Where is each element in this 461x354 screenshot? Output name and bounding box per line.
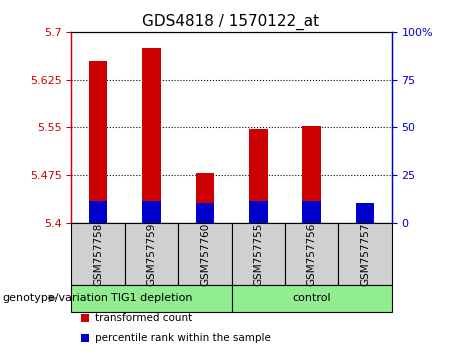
- Text: GSM757760: GSM757760: [200, 222, 210, 286]
- Text: transformed count: transformed count: [95, 313, 192, 323]
- Bar: [249, 129, 268, 223]
- Bar: [356, 202, 374, 223]
- Bar: [302, 126, 321, 223]
- Bar: [142, 201, 161, 223]
- Text: percentile rank within the sample: percentile rank within the sample: [95, 333, 271, 343]
- Text: control: control: [292, 293, 331, 303]
- Text: GSM757759: GSM757759: [147, 222, 157, 286]
- Bar: [89, 61, 107, 223]
- Bar: [249, 201, 268, 223]
- Text: GSM757758: GSM757758: [93, 222, 103, 286]
- Bar: [356, 213, 374, 223]
- Text: GDS4818 / 1570122_at: GDS4818 / 1570122_at: [142, 14, 319, 30]
- Text: GSM757755: GSM757755: [254, 222, 263, 286]
- Bar: [195, 173, 214, 223]
- Bar: [89, 201, 107, 223]
- Bar: [195, 202, 214, 223]
- Bar: [142, 48, 161, 223]
- Text: genotype/variation: genotype/variation: [2, 293, 108, 303]
- Bar: [302, 201, 321, 223]
- Text: TIG1 depletion: TIG1 depletion: [111, 293, 192, 303]
- Text: GSM757756: GSM757756: [307, 222, 317, 286]
- Text: GSM757757: GSM757757: [360, 222, 370, 286]
